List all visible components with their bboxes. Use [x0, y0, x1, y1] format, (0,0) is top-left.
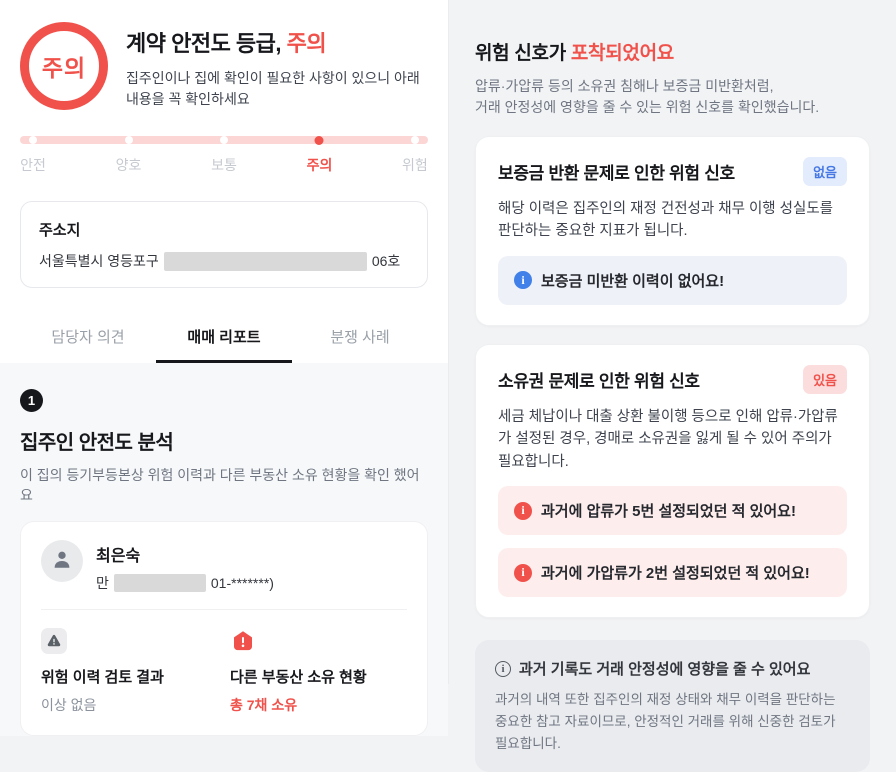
owner-info: 최은숙 만 01-*******): [96, 540, 274, 593]
info-circle-icon: [514, 271, 532, 290]
scale-label-caution: 주의: [306, 157, 333, 173]
notice-provisional-seizure-history: 과거에 가압류가 2번 설정되었던 적 있어요!: [498, 548, 847, 598]
card-body: 세금 체납이나 대출 상환 불이행 등으로 인해 압류·가압류가 설정된 경우,…: [498, 408, 838, 470]
house-alert-icon: [230, 628, 256, 654]
scale-label-good: 양호: [115, 157, 142, 173]
safety-scale-track: [20, 135, 428, 145]
address-suffix: 06호: [371, 253, 401, 269]
stat-title: 다른 부동산 소유 현황: [230, 669, 367, 686]
grade-header: 주의 계약 안전도 등급, 주의 집주인이나 집에 확인이 필요한 사항이 있으…: [20, 22, 428, 110]
scale-dot-good: [124, 136, 133, 144]
scale-label-danger: 위험: [402, 157, 428, 173]
owner-name: 최은숙: [96, 548, 141, 565]
ownership-risk-card: 소유권 문제로 인한 위험 신호 있음 세금 체납이나 대출 상환 불이행 등으…: [475, 343, 870, 619]
address-prefix: 서울특별시 영등포구: [39, 253, 159, 269]
scale-dot-danger: [410, 136, 419, 144]
owner-detail: 만 01-*******): [96, 573, 274, 593]
address-label: 주소지: [39, 222, 81, 239]
section-number-badge: 1: [20, 389, 43, 412]
section-subtitle: 이 집의 등기부등본상 위험 이력과 다른 부동산 소유 현황을 확인 했어요: [20, 467, 420, 503]
stat-title: 위험 이력 검토 결과: [41, 669, 164, 686]
alert-circle-icon: [514, 563, 532, 582]
note-title: 과거 기록도 거래 안정성에 영향을 줄 수 있어요: [519, 661, 811, 679]
grade-stamp-label: 주의: [41, 55, 87, 81]
grade-title-highlight: 주의: [286, 31, 327, 56]
alert-circle-icon: [514, 501, 532, 520]
address-card: 주소지 서울특별시 영등포구 06호: [20, 201, 428, 288]
notice-text: 보증금 미반환 이력이 없어요!: [541, 272, 725, 290]
grade-texts: 계약 안전도 등급, 주의 집주인이나 집에 확인이 필요한 사항이 있으니 아…: [126, 22, 428, 110]
tab-sale-report[interactable]: 매매 리포트: [156, 312, 292, 363]
notice-text: 과거에 압류가 5번 설정되었던 적 있어요!: [541, 503, 796, 521]
card-body: 해당 이력은 집주인의 재정 건전성과 채무 이행 성실도를 판단하는 중요한 …: [498, 201, 834, 240]
risk-subtitle-line1: 압류·가압류 등의 소유권 침해나 보증금 미반환처럼,: [475, 78, 774, 94]
notice-text: 과거에 가압류가 2번 설정되었던 적 있어요!: [541, 565, 810, 583]
grade-subtitle: 집주인이나 집에 확인이 필요한 사항이 있으니 아래 내용을 꼭 확인하세요: [126, 70, 420, 107]
stat-value: 이상 없음: [41, 697, 97, 713]
status-badge-none: 없음: [803, 157, 847, 186]
risk-panel-title: 위험 신호가 포착되었어요: [475, 43, 674, 64]
report-left-panel: 주의 계약 안전도 등급, 주의 집주인이나 집에 확인이 필요한 사항이 있으…: [0, 0, 448, 736]
owner-stats: 위험 이력 검토 결과 이상 없음 다른 부동산 소유 현황 총 7채 소유: [41, 628, 407, 717]
owner-analysis-section: 1 집주인 안전도 분석 이 집의 등기부등본상 위험 이력과 다른 부동산 소…: [0, 363, 448, 736]
owner-detail-prefix: 만: [96, 575, 109, 591]
notice-deposit-clear: 보증금 미반환 이력이 없어요!: [498, 255, 847, 305]
status-badge-exists: 있음: [803, 364, 847, 394]
grade-summary-section: 주의 계약 안전도 등급, 주의 집주인이나 집에 확인이 필요한 사항이 있으…: [0, 0, 448, 363]
redacted-text: [163, 251, 367, 271]
risk-signal-panel: 위험 신호가 포착되었어요 압류·가압류 등의 소유권 침해나 보증금 미반환처…: [448, 0, 896, 772]
deposit-risk-card: 보증금 반환 문제로 인한 위험 신호 없음 해당 이력은 집주인의 재정 건전…: [475, 136, 870, 326]
page-title: 계약 안전도 등급, 주의: [126, 31, 327, 56]
risk-title-highlight: 포착되었어요: [570, 43, 674, 64]
address-value: 서울특별시 영등포구 06호: [39, 251, 409, 271]
notice-seizure-history: 과거에 압류가 5번 설정되었던 적 있어요!: [498, 486, 847, 536]
grade-stamp-badge: 주의: [20, 22, 108, 110]
card-title: 보증금 반환 문제로 인한 위험 신호: [498, 164, 735, 183]
risk-subtitle-line2: 거래 안정성에 영향을 줄 수 있는 위험 신호를 확인했습니다.: [475, 99, 820, 115]
stat-value: 총 7채 소유: [230, 697, 298, 713]
scale-label-normal: 보통: [211, 157, 237, 173]
note-header: 과거 기록도 거래 안정성에 영향을 줄 수 있어요: [495, 658, 850, 679]
safety-scale: 안전 양호 보통 주의 위험: [20, 135, 428, 175]
redacted-text: [113, 574, 206, 592]
warning-triangle-icon: [41, 628, 67, 654]
person-icon: [51, 548, 73, 575]
scale-dot-safe: [29, 136, 38, 144]
report-tab-bar: 담당자 의견 매매 리포트 분쟁 사례: [20, 312, 428, 363]
tab-agent-opinion[interactable]: 담당자 의견: [51, 329, 125, 346]
tab-dispute-cases[interactable]: 분쟁 사례: [330, 329, 390, 346]
owner-card: 최은숙 만 01-*******): [20, 521, 428, 736]
owner-detail-suffix: 01-*******): [210, 575, 274, 591]
stat-other-properties: 다른 부동산 소유 현황 총 7채 소유: [230, 628, 407, 715]
divider: [41, 609, 407, 610]
safety-scale-labels: 안전 양호 보통 주의 위험: [20, 155, 428, 175]
past-record-note: 과거 기록도 거래 안정성에 영향을 줄 수 있어요 과거의 내역 또한 집주인…: [475, 640, 870, 772]
risk-panel-subtitle: 압류·가압류 등의 소유권 침해나 보증금 미반환처럼, 거래 안정성에 영향을…: [475, 76, 870, 118]
card-header: 보증금 반환 문제로 인한 위험 신호 없음: [498, 157, 847, 186]
note-body: 과거의 내역 또한 집주인의 재정 상태와 채무 이력을 판단하는 중요한 참고…: [495, 692, 836, 751]
owner-profile: 최은숙 만 01-*******): [41, 540, 407, 593]
scale-dot-normal: [220, 136, 228, 144]
info-outline-icon: [495, 660, 511, 677]
scale-label-safe: 안전: [20, 157, 46, 173]
card-title: 소유권 문제로 인한 위험 신호: [498, 371, 700, 391]
card-header: 소유권 문제로 인한 위험 신호 있음: [498, 364, 847, 394]
stat-risk-history: 위험 이력 검토 결과 이상 없음: [41, 628, 218, 715]
section-title: 집주인 안전도 분석: [20, 432, 174, 454]
avatar: [41, 540, 83, 582]
scale-dot-caution: [314, 135, 324, 145]
